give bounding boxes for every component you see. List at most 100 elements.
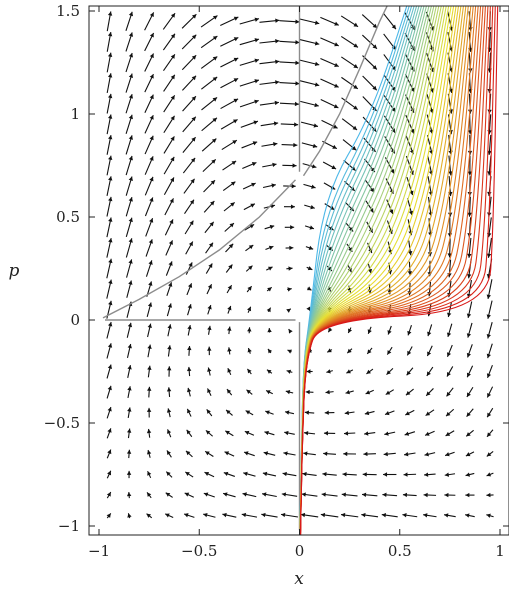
- field-arrowhead: [149, 12, 154, 17]
- field-arrowhead: [242, 492, 247, 497]
- field-arrowhead: [212, 15, 218, 20]
- field-arrowhead: [247, 306, 252, 312]
- field-arrowhead: [341, 512, 346, 518]
- field-arrowhead: [127, 513, 132, 518]
- field-arrowhead: [312, 143, 318, 149]
- field-arrowhead: [107, 364, 113, 369]
- field-arrowhead: [302, 471, 307, 477]
- axis-ticks: −1 −0.5 0 0.5 1 −1 −0.5 0 0.5 1 1.5: [44, 2, 509, 560]
- field-arrowhead: [211, 138, 217, 143]
- field-arrowhead: [273, 142, 278, 147]
- field-arrowhead: [107, 52, 113, 57]
- field-arrowhead: [487, 150, 492, 155]
- field-arrowhead: [212, 117, 217, 123]
- field-arrowhead: [149, 94, 154, 100]
- field-arrowhead: [254, 38, 259, 43]
- field-arrowhead: [272, 162, 277, 168]
- field-arrowhead: [467, 212, 472, 217]
- field-arrowhead: [147, 492, 152, 497]
- field-arrowhead: [262, 492, 267, 497]
- field-arrowhead: [383, 472, 388, 477]
- field-arrowhead: [465, 452, 471, 457]
- field-arrowhead: [446, 411, 451, 417]
- field-arrowhead: [303, 451, 308, 456]
- field-arrowhead: [207, 367, 212, 372]
- field-arrowhead: [168, 282, 173, 287]
- field-arrowhead: [167, 366, 172, 371]
- field-arrowhead: [275, 18, 280, 23]
- field-arrowhead: [290, 225, 295, 230]
- field-arrowhead: [251, 162, 257, 167]
- field-arrowhead: [353, 22, 359, 27]
- field-arrowhead: [190, 157, 196, 163]
- field-arrowhead: [285, 410, 290, 415]
- field-arrowhead: [128, 176, 133, 181]
- field-arrowhead: [249, 224, 255, 229]
- field-arrowhead: [266, 369, 272, 374]
- field-arrowhead: [128, 259, 133, 264]
- field-arrowhead: [391, 24, 396, 30]
- field-arrowhead: [149, 156, 154, 161]
- field-arrowhead: [262, 471, 268, 477]
- field-arrowhead: [324, 410, 329, 415]
- field-arrowhead: [147, 386, 152, 391]
- field-arrowhead: [311, 184, 316, 189]
- field-arrowhead: [247, 348, 252, 353]
- field-arrowhead: [127, 322, 133, 328]
- field-arrowhead: [327, 348, 332, 353]
- field-arrowhead: [367, 329, 372, 334]
- field-arrowhead: [486, 492, 491, 498]
- field-arrowhead: [275, 39, 280, 44]
- field-arrowhead: [128, 52, 134, 58]
- field-arrowhead: [353, 64, 358, 69]
- field-arrowhead: [281, 492, 287, 497]
- field-arrowhead: [345, 390, 350, 395]
- field-arrowhead: [284, 430, 289, 436]
- field-arrowhead: [108, 196, 113, 202]
- field-arrowhead: [265, 410, 270, 415]
- field-arrowhead: [466, 313, 472, 318]
- trajectory-line: [299, 6, 445, 535]
- field-arrowhead: [407, 271, 413, 276]
- field-arrowhead: [226, 389, 232, 394]
- field-arrowhead: [147, 302, 153, 307]
- field-arrowhead: [191, 75, 197, 81]
- field-arrowhead: [448, 171, 453, 176]
- field-arrowhead: [283, 451, 288, 456]
- field-arrowhead: [170, 95, 175, 100]
- field-arrowhead: [344, 431, 349, 436]
- field-arrowhead: [267, 287, 272, 292]
- field-arrowhead: [187, 345, 192, 351]
- field-arrowhead: [170, 54, 175, 59]
- field-arrowhead: [467, 171, 473, 176]
- field-arrowhead: [186, 366, 192, 372]
- field-arrowhead: [423, 513, 428, 518]
- field-arrowhead: [167, 429, 172, 434]
- field-arrowhead: [334, 21, 339, 26]
- field-arrowhead: [361, 512, 366, 518]
- field-arrowhead: [207, 325, 212, 331]
- field-arrowhead: [107, 470, 112, 476]
- field-arrowhead: [147, 450, 152, 455]
- field-arrowhead: [346, 369, 351, 374]
- field-arrowhead: [108, 238, 113, 243]
- field-arrowhead: [486, 452, 492, 457]
- field-arrowhead: [362, 492, 367, 497]
- field-arrowhead: [244, 451, 249, 456]
- field-arrowhead: [247, 327, 252, 332]
- field-arrowhead: [251, 182, 256, 187]
- field-arrowhead: [224, 451, 230, 456]
- field-arrowhead: [108, 258, 113, 264]
- field-arrowhead: [300, 512, 306, 518]
- field-arrowhead: [106, 492, 111, 497]
- field-arrowhead: [425, 431, 430, 436]
- field-arrowhead: [444, 513, 449, 518]
- field-arrowhead: [466, 352, 471, 358]
- field-arrowhead: [486, 333, 491, 339]
- field-arrowhead: [408, 250, 413, 256]
- field-arrowhead: [334, 62, 339, 67]
- field-arrowhead: [205, 451, 210, 456]
- field-arrowhead: [149, 74, 154, 79]
- field-arrowhead: [254, 79, 259, 84]
- field-arrowhead: [128, 238, 133, 243]
